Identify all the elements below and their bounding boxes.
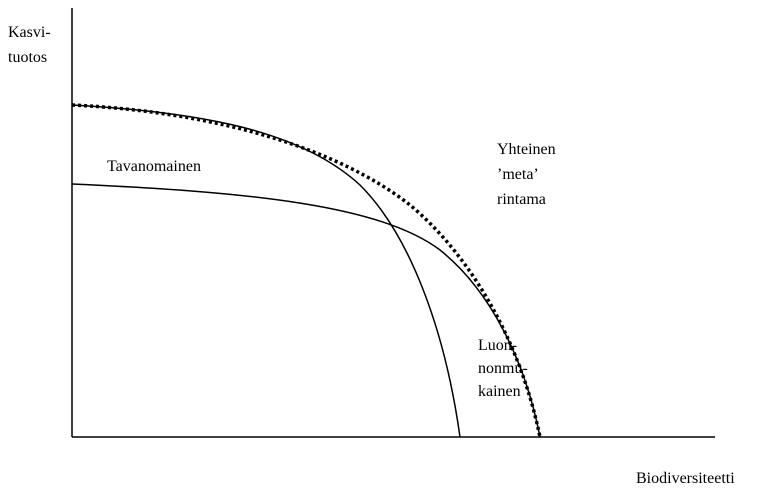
steep-curve	[71, 104, 461, 438]
curve-label: Luon-	[478, 337, 517, 354]
flat-curve	[71, 183, 541, 438]
curve-label: rintama	[497, 191, 546, 208]
curve-label: ’meta’	[497, 166, 539, 183]
x-axis-label: Biodiversiteetti	[636, 470, 735, 487]
curve-label: kainen	[478, 383, 521, 400]
meta-frontier	[71, 103, 542, 438]
curve-label: nonmu-	[478, 360, 528, 377]
curve-label: Tavanomainen	[107, 158, 201, 175]
y-axis-label: Kasvi-	[8, 24, 51, 41]
curve-label: Yhteinen	[497, 141, 556, 158]
y-axis-label: tuotos	[8, 49, 47, 66]
